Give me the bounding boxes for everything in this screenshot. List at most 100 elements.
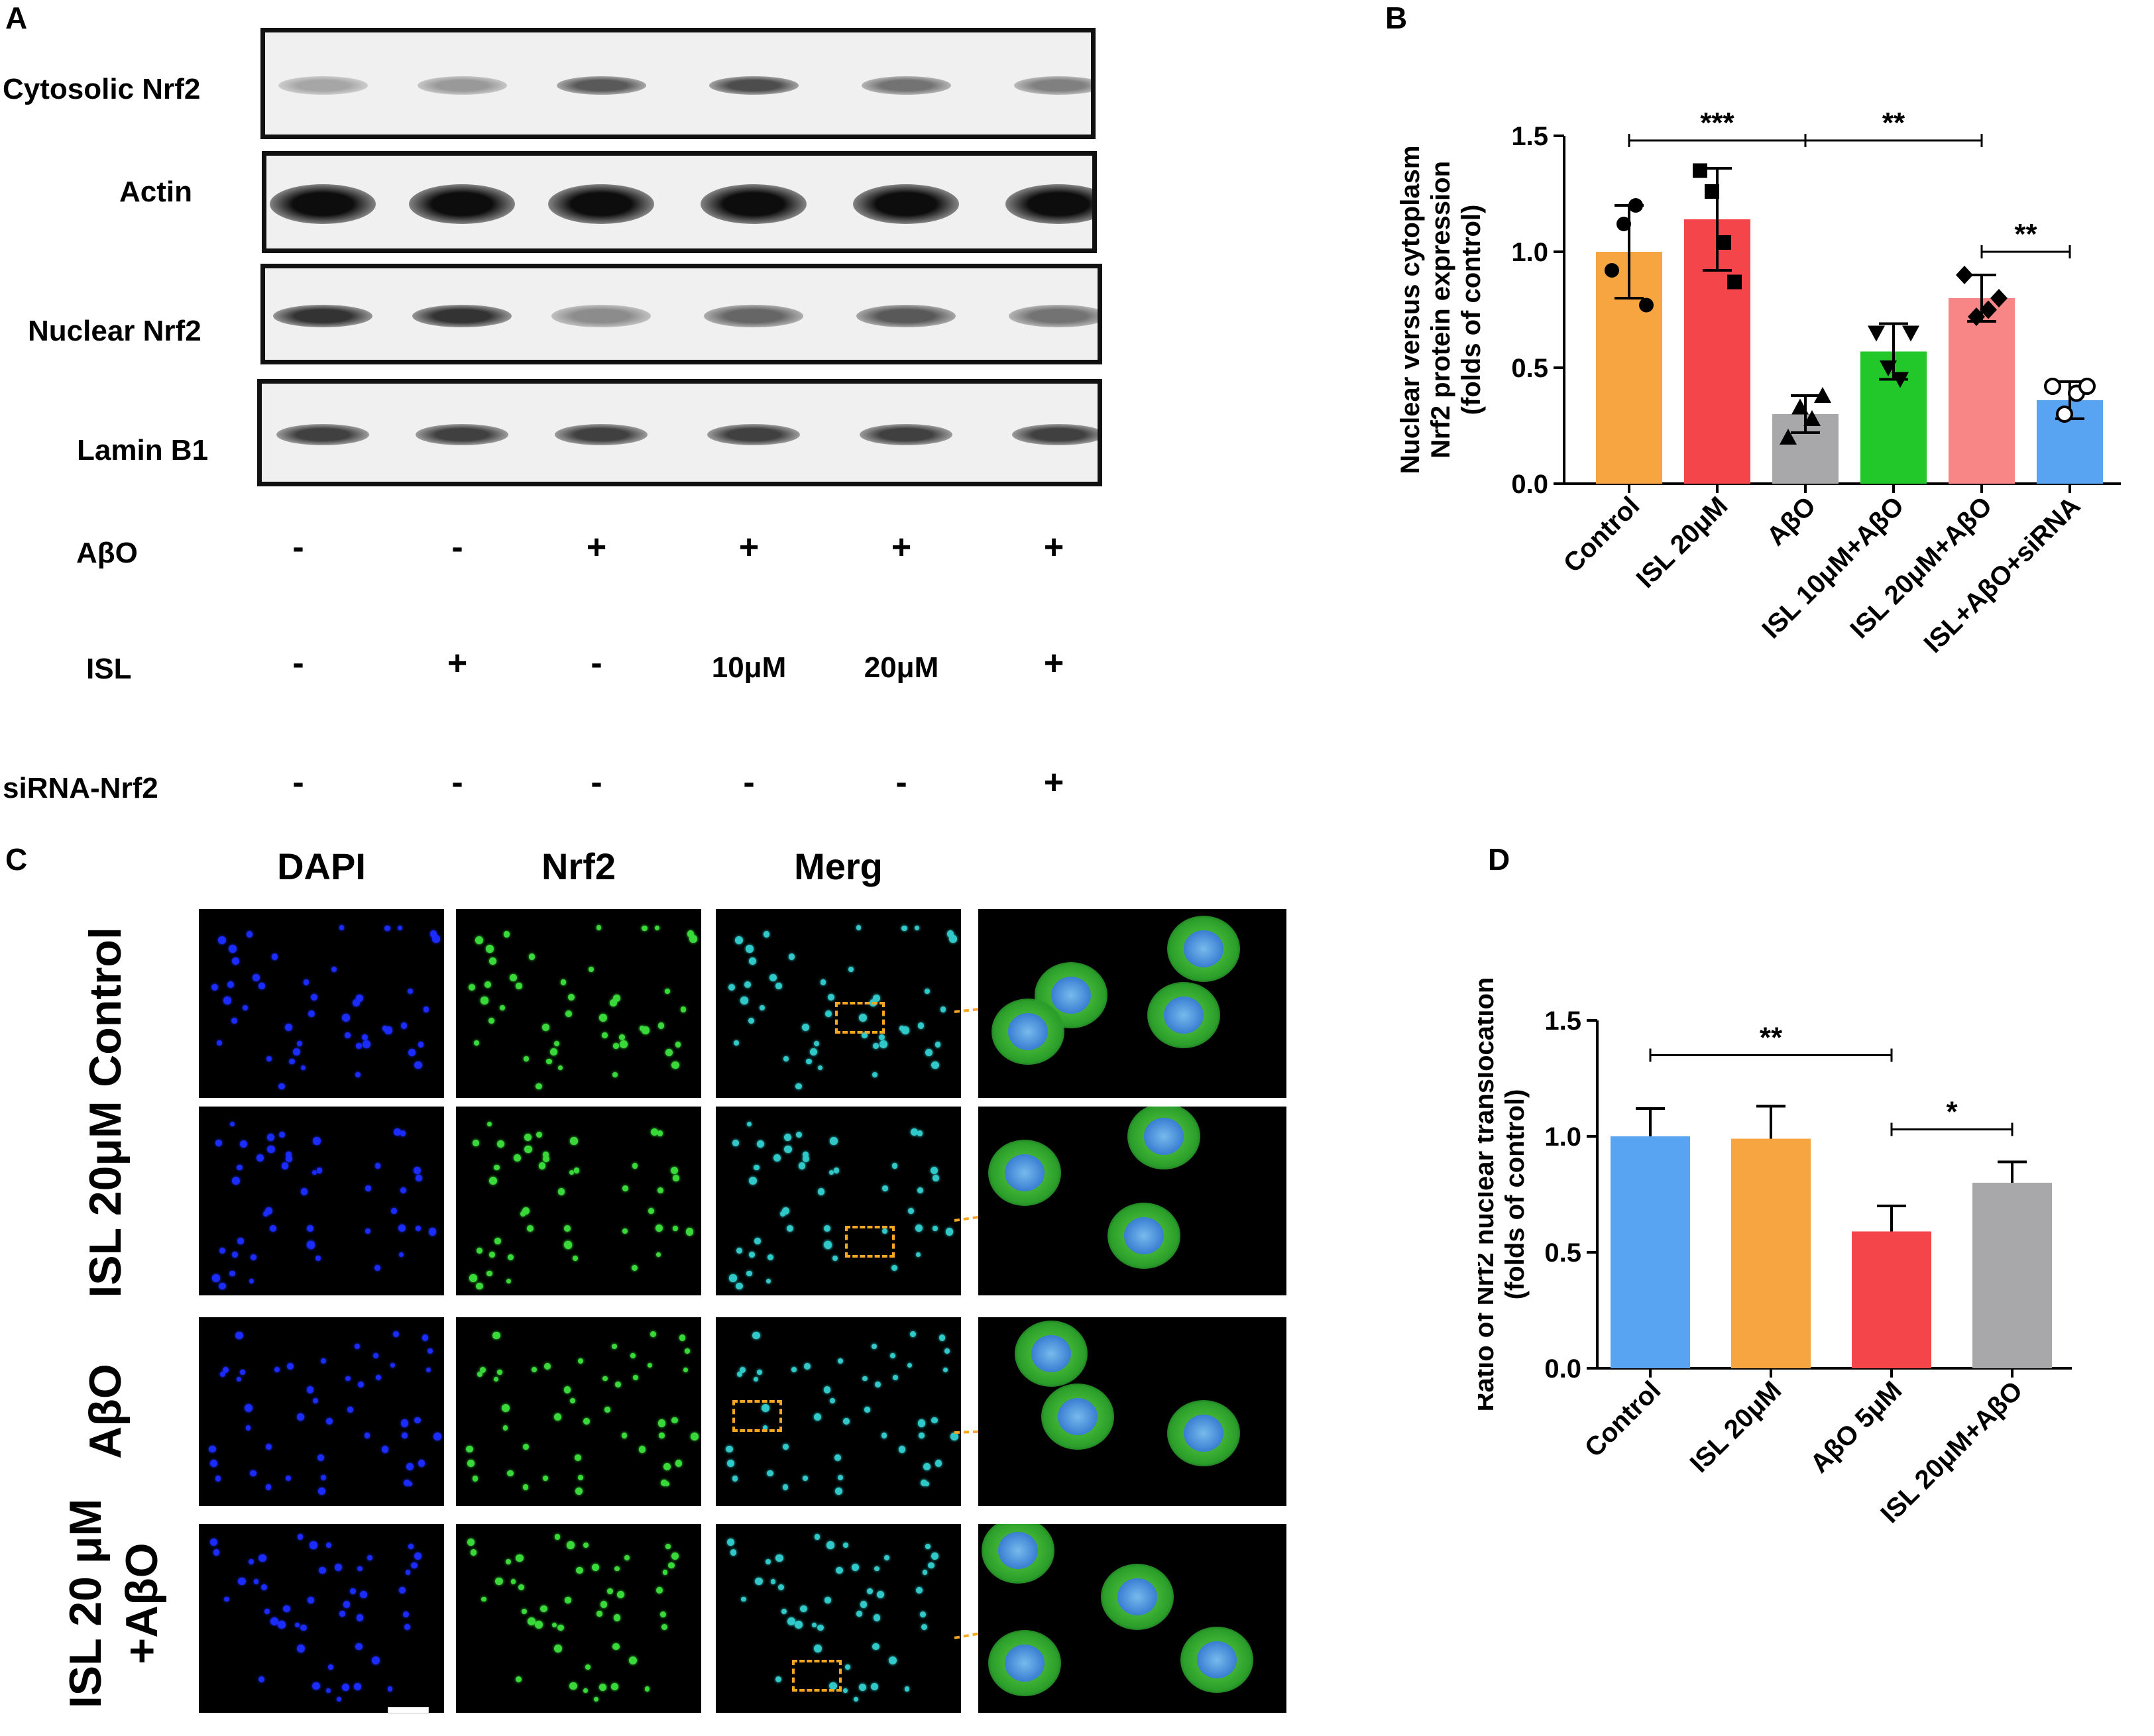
cell-nucleus bbox=[727, 1538, 735, 1546]
cell-nucleus bbox=[231, 1017, 238, 1024]
cell-nucleus bbox=[515, 1676, 522, 1683]
cell-nucleus bbox=[518, 1584, 524, 1590]
cell-nucleus bbox=[748, 1017, 755, 1024]
cell-nucleus bbox=[356, 1043, 363, 1050]
blot-strip bbox=[260, 264, 1102, 364]
cell-nucleus bbox=[510, 1579, 516, 1584]
data-point bbox=[1868, 325, 1885, 342]
cell-nucleus bbox=[307, 1240, 315, 1249]
cell-nucleus bbox=[297, 1534, 304, 1541]
cell-nucleus bbox=[265, 1484, 272, 1490]
cell-nucleus bbox=[770, 1579, 776, 1584]
condition-value: - bbox=[451, 528, 463, 567]
cell-nucleus bbox=[753, 1376, 758, 1382]
cell-nucleus bbox=[919, 1433, 925, 1438]
data-point bbox=[2044, 378, 2061, 395]
blot-band bbox=[701, 184, 807, 224]
cell-nucleus bbox=[911, 1128, 919, 1136]
cell-nucleus-dapi bbox=[1005, 1154, 1045, 1191]
cell-nucleus bbox=[492, 1331, 500, 1340]
cell-nucleus bbox=[575, 1487, 583, 1495]
data-point bbox=[1814, 387, 1831, 403]
cell-nucleus bbox=[881, 1433, 887, 1438]
cell-nucleus bbox=[639, 1026, 645, 1031]
cell-nucleus bbox=[882, 1185, 889, 1192]
cell-nucleus bbox=[320, 1358, 327, 1364]
micrograph-image bbox=[456, 1317, 701, 1506]
x-tick-label: ISL+AβO+siRNA bbox=[1919, 491, 2086, 659]
cell-nucleus bbox=[408, 1482, 413, 1487]
blot-band bbox=[555, 424, 648, 445]
cell-nucleus bbox=[783, 1134, 792, 1142]
cell-nucleus bbox=[578, 1475, 584, 1481]
cell-nucleus bbox=[432, 935, 440, 943]
cell-nucleus bbox=[476, 1283, 483, 1290]
cell-nucleus bbox=[355, 1344, 360, 1349]
cell-nucleus bbox=[258, 1676, 265, 1683]
cell-nucleus bbox=[400, 1022, 408, 1029]
blot-band bbox=[1013, 76, 1091, 95]
cell-nucleus bbox=[278, 1620, 286, 1629]
cell-nucleus bbox=[826, 1541, 834, 1549]
cell-nucleus bbox=[258, 983, 265, 989]
cell-nucleus bbox=[671, 1061, 679, 1069]
condition-value: - bbox=[895, 763, 907, 802]
cell-nucleus bbox=[484, 981, 492, 988]
cell-nucleus bbox=[655, 1252, 661, 1258]
cell-nucleus bbox=[901, 925, 907, 932]
cell-nucleus bbox=[762, 1425, 767, 1431]
cell-nucleus bbox=[505, 1559, 511, 1565]
cell-nucleus bbox=[570, 1137, 578, 1145]
cell-nucleus bbox=[872, 1071, 878, 1078]
cell-nucleus bbox=[300, 1624, 307, 1631]
cell-nucleus bbox=[466, 1445, 473, 1452]
x-tick-label: AβO bbox=[1762, 491, 1822, 551]
cell-nucleus bbox=[336, 1696, 342, 1702]
cell-nucleus bbox=[860, 1601, 868, 1608]
blot-band bbox=[1012, 424, 1098, 445]
cell-nucleus bbox=[550, 1048, 557, 1056]
cell-nucleus bbox=[673, 1175, 680, 1181]
cell-nucleus bbox=[925, 1048, 933, 1056]
cell-nucleus bbox=[787, 1617, 795, 1625]
cell-nucleus bbox=[481, 1597, 486, 1602]
cell-nucleus bbox=[679, 1334, 686, 1342]
cell-nucleus bbox=[473, 1140, 479, 1147]
blot-band bbox=[704, 305, 803, 327]
cell-nucleus bbox=[563, 1386, 571, 1393]
cell-nucleus bbox=[507, 1254, 514, 1260]
cell-nucleus bbox=[736, 1283, 743, 1290]
cell-nucleus bbox=[930, 1166, 938, 1174]
cell-nucleus bbox=[915, 1224, 923, 1232]
cell-nucleus bbox=[494, 1238, 502, 1244]
cell-nucleus bbox=[813, 1644, 822, 1653]
cell-nucleus bbox=[802, 1023, 810, 1031]
cell-nucleus bbox=[632, 1163, 638, 1169]
cell-nucleus bbox=[528, 953, 536, 960]
cell-nucleus bbox=[741, 1597, 746, 1602]
cell-nucleus bbox=[345, 1376, 351, 1382]
cell-nucleus bbox=[402, 1433, 408, 1438]
cell-nucleus bbox=[767, 1254, 773, 1260]
cell-nucleus bbox=[237, 1164, 243, 1171]
cell-nucleus-dapi bbox=[1031, 1335, 1071, 1372]
cell-nucleus bbox=[838, 1475, 844, 1481]
cell-nucleus bbox=[940, 1006, 946, 1012]
data-point bbox=[1693, 163, 1707, 178]
data-point bbox=[1968, 307, 1985, 326]
cell-nucleus bbox=[726, 1445, 733, 1452]
cell-nucleus bbox=[229, 1121, 235, 1126]
cell-nucleus bbox=[907, 1362, 912, 1368]
cell-nucleus bbox=[843, 1417, 850, 1425]
cell-nucleus bbox=[522, 1608, 528, 1615]
cell-nucleus bbox=[820, 979, 826, 985]
cell-nucleus bbox=[925, 1544, 931, 1549]
cell-nucleus bbox=[680, 1006, 687, 1012]
cell-nucleus bbox=[565, 1010, 572, 1017]
cell-nucleus bbox=[318, 1487, 326, 1495]
blot-row-label: Actin bbox=[119, 176, 192, 208]
blot-band bbox=[278, 76, 368, 95]
cell-nucleus bbox=[665, 988, 671, 994]
cell-nucleus bbox=[488, 1176, 497, 1185]
cell-nucleus bbox=[786, 1224, 793, 1232]
